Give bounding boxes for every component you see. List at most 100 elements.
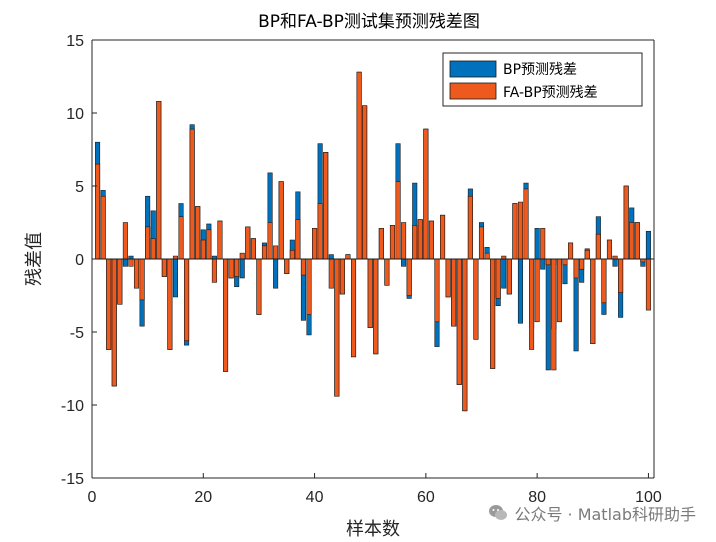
fa-bp-residual-bar-28 bbox=[245, 226, 251, 260]
fa-bp-residual-bar-37 bbox=[295, 219, 301, 260]
fa-bp-residual-bar-33 bbox=[273, 245, 279, 260]
fa-bp-residual-bar-47 bbox=[350, 258, 357, 358]
fa-bp-residual-bar-8 bbox=[133, 258, 140, 289]
fa-bp-residual-bar-76 bbox=[512, 203, 518, 260]
fa-bp-residual-bar-89 bbox=[584, 249, 590, 260]
fa-bp-residual-bar-75 bbox=[506, 258, 512, 295]
fa-bp-residual-bar-97 bbox=[629, 222, 635, 260]
fa-bp-residual-bar-56 bbox=[401, 222, 407, 260]
fa-bp-residual-bar-10 bbox=[145, 226, 151, 260]
fa-bp-residual-bar-78 bbox=[523, 188, 529, 260]
fa-bp-residual-bar-34 bbox=[278, 181, 284, 260]
fa-bp-residual-bar-73 bbox=[495, 258, 501, 299]
bars-layer bbox=[95, 71, 651, 412]
y-axis-title: 残差值 bbox=[24, 232, 45, 286]
fa-bp-residual-bar-69 bbox=[473, 258, 479, 340]
fa-bp-residual-bar-35 bbox=[284, 258, 290, 274]
fa-bp-residual-bar-93 bbox=[606, 239, 613, 260]
fa-bp-residual-bar-64 bbox=[445, 258, 451, 298]
fa-bp-residual-bar-66 bbox=[456, 258, 462, 385]
fa-bp-residual-bar-39 bbox=[306, 258, 312, 315]
y-tick-label--15: -15 bbox=[61, 471, 84, 488]
x-axis-title: 样本数 bbox=[346, 519, 400, 540]
fa-bp-residual-bar-16 bbox=[178, 216, 184, 260]
x-tick-label-40: 40 bbox=[306, 489, 324, 506]
fa-bp-residual-bar-14 bbox=[167, 258, 173, 350]
fa-bp-residual-bar-60 bbox=[423, 128, 429, 260]
fa-bp-residual-bar-22 bbox=[211, 258, 217, 283]
fa-bp-residual-bar-6 bbox=[122, 222, 128, 260]
fa-bp-residual-bar-90 bbox=[590, 258, 596, 344]
x-tick-label-100: 100 bbox=[635, 489, 662, 506]
fa-bp-residual-bar-62 bbox=[434, 258, 440, 323]
y-tick-label--5: -5 bbox=[70, 325, 84, 342]
x-tick-label-20: 20 bbox=[194, 489, 212, 506]
fa-bp-residual-bar-38 bbox=[300, 258, 306, 276]
fa-bp-residual-bar-53 bbox=[384, 258, 390, 286]
fa-bp-residual-bar-72 bbox=[490, 258, 496, 369]
fa-bp-residual-bar-3 bbox=[106, 258, 112, 350]
fa-bp-residual-bar-67 bbox=[462, 258, 468, 412]
fa-bp-residual-bar-44 bbox=[334, 258, 340, 397]
ticks-layer: 0 20 40 60 80 100 -15 -10 -5 0 5 10 15 bbox=[61, 33, 662, 506]
fa-bp-residual-bar-50 bbox=[367, 258, 373, 328]
fa-bp-residual-bar-82 bbox=[545, 258, 551, 266]
fa-bp-residual-bar-86 bbox=[568, 242, 574, 260]
legend-label-fa-bp: FA-BP预测残差 bbox=[503, 85, 598, 101]
fa-bp-residual-bar-81 bbox=[540, 228, 546, 260]
y-tick-label-15: 15 bbox=[66, 33, 84, 50]
fa-bp-residual-bar-9 bbox=[139, 258, 145, 301]
x-tick-label-0: 0 bbox=[88, 489, 97, 506]
fa-bp-residual-bar-1 bbox=[95, 163, 101, 260]
fa-bp-residual-bar-83 bbox=[551, 258, 557, 371]
fa-bp-residual-bar-77 bbox=[517, 201, 523, 260]
fa-bp-residual-bar-46 bbox=[345, 254, 351, 260]
bp-residual-bar-100 bbox=[645, 230, 651, 260]
fa-bp-residual-bar-100 bbox=[645, 258, 651, 311]
fa-bp-residual-bar-29 bbox=[250, 238, 256, 260]
fa-bp-residual-bar-95 bbox=[618, 258, 624, 293]
fa-bp-residual-bar-23 bbox=[217, 220, 223, 260]
fa-bp-residual-bar-12 bbox=[156, 101, 162, 260]
fa-bp-residual-bar-84 bbox=[556, 258, 562, 323]
bp-residual-bar-56 bbox=[401, 258, 407, 267]
fa-bp-residual-bar-88 bbox=[579, 258, 585, 270]
fa-bp-residual-bar-49 bbox=[362, 105, 368, 260]
fa-bp-residual-bar-55 bbox=[395, 181, 401, 260]
fa-bp-residual-bar-61 bbox=[428, 220, 434, 260]
bp-residual-bar-80 bbox=[534, 228, 540, 260]
fa-bp-residual-bar-79 bbox=[529, 258, 535, 350]
y-tick-label-10: 10 bbox=[66, 106, 84, 123]
bp-residual-bar-15 bbox=[172, 258, 178, 298]
fa-bp-residual-bar-2 bbox=[100, 195, 106, 260]
bp-residual-bar-77 bbox=[517, 258, 523, 324]
fa-bp-residual-bar-92 bbox=[601, 258, 607, 304]
fa-bp-residual-bar-70 bbox=[478, 226, 485, 260]
y-tick-label-0: 0 bbox=[75, 252, 84, 269]
fa-bp-residual-bar-21 bbox=[206, 229, 212, 260]
fa-bp-residual-bar-98 bbox=[634, 222, 640, 260]
legend-label-bp: BP预测残差 bbox=[503, 62, 577, 78]
fa-bp-residual-bar-36 bbox=[289, 249, 295, 260]
fa-bp-residual-bar-68 bbox=[467, 195, 473, 260]
fa-bp-residual-bar-52 bbox=[378, 228, 384, 260]
y-tick-label-5: 5 bbox=[75, 179, 84, 196]
fa-bp-residual-bar-41 bbox=[317, 203, 323, 260]
fa-bp-residual-bar-19 bbox=[195, 206, 201, 260]
fa-bp-residual-bar-80 bbox=[534, 258, 540, 323]
fa-bp-residual-bar-13 bbox=[161, 258, 167, 277]
fa-bp-residual-bar-5 bbox=[117, 258, 123, 305]
fa-bp-residual-bar-48 bbox=[356, 71, 362, 260]
fa-bp-residual-bar-45 bbox=[339, 258, 345, 295]
bp-residual-bar-6 bbox=[122, 258, 128, 267]
bp-residual-bar-82 bbox=[545, 258, 551, 371]
bp-residual-bar-43 bbox=[328, 254, 334, 260]
watermark-text: 公众号 · Matlab科研助手 bbox=[514, 505, 696, 524]
fa-bp-residual-bar-17 bbox=[184, 258, 190, 342]
y-tick-label--10: -10 bbox=[61, 398, 84, 415]
fa-bp-residual-bar-27 bbox=[239, 252, 245, 260]
fa-bp-residual-bar-24 bbox=[223, 258, 229, 372]
fa-bp-residual-bar-96 bbox=[623, 185, 629, 260]
fa-bp-residual-bar-42 bbox=[323, 152, 329, 260]
fa-bp-residual-bar-7 bbox=[128, 258, 134, 267]
